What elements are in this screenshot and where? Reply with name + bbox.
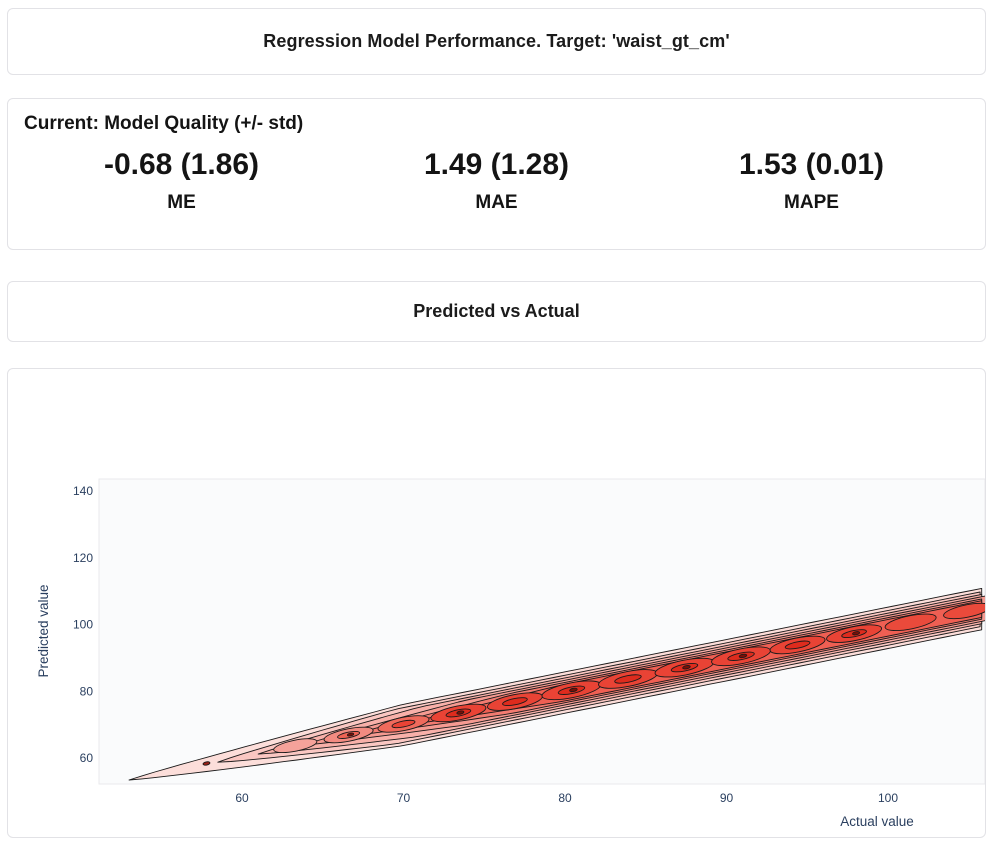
section-title: Predicted vs Actual xyxy=(413,301,580,321)
x-tick-label: 70 xyxy=(397,791,411,805)
model-quality-card: Current: Model Quality (+/- std) -0.68 (… xyxy=(7,98,986,250)
y-tick-label: 80 xyxy=(80,684,94,698)
x-axis-title: Actual value xyxy=(840,814,914,829)
y-tick-label: 100 xyxy=(73,618,93,632)
y-axis-title: Predicted value xyxy=(36,584,51,677)
section-title-card: Predicted vs Actual xyxy=(7,281,986,342)
metric-mape-label: MAPE xyxy=(784,191,839,213)
metric-mae-value: 1.49 (1.28) xyxy=(423,148,570,181)
x-tick-label: 80 xyxy=(558,791,572,805)
metric-mae: 1.49 (1.28) MAE xyxy=(339,148,654,214)
x-tick-label: 100 xyxy=(878,791,898,805)
metric-mape-value: 1.53 (0.01) xyxy=(738,148,885,181)
y-tick-label: 140 xyxy=(73,484,93,498)
y-tick-label: 120 xyxy=(73,551,93,565)
metric-mape: 1.53 (0.01) MAPE xyxy=(654,148,969,214)
metric-me-value: -0.68 (1.86) xyxy=(103,148,260,181)
chart-card: 60 70 80 90 100 60 80 100 120 140 Actual value Pred… xyxy=(7,368,986,838)
metric-me-label: ME xyxy=(167,191,196,213)
report-page: Regression Model Performance. Target: 'w… xyxy=(7,8,986,838)
report-title: Regression Model Performance. Target: 'w… xyxy=(263,31,730,51)
x-tick-label: 60 xyxy=(235,791,249,805)
metric-me: -0.68 (1.86) ME xyxy=(24,148,339,214)
x-tick-label: 90 xyxy=(720,791,734,805)
metric-mae-label: MAE xyxy=(475,191,518,213)
model-quality-title: Current: Model Quality (+/- std) xyxy=(24,113,304,134)
predicted-vs-actual-density-plot[interactable]: 60 70 80 90 100 60 80 100 120 140 Actual value Pred… xyxy=(8,369,985,837)
report-header-card: Regression Model Performance. Target: 'w… xyxy=(7,8,986,75)
density-contours xyxy=(128,587,985,781)
metrics-row: -0.68 (1.86) ME 1.49 (1.28) MAE 1.53 (0.… xyxy=(24,148,969,214)
y-tick-label: 60 xyxy=(80,751,94,765)
